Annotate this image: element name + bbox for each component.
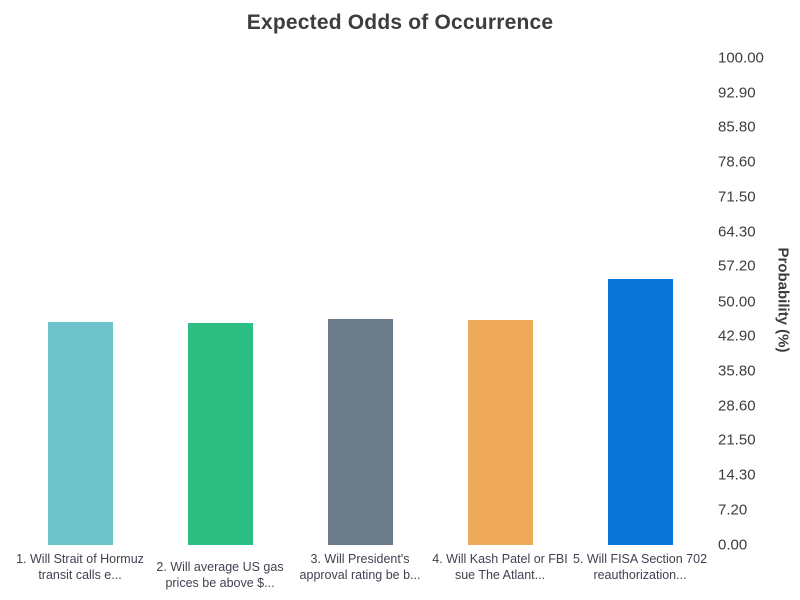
- bar-3[interactable]: [327, 319, 393, 545]
- y-tick-label: 28.60: [718, 397, 756, 415]
- y-tick-label: 7.20: [718, 501, 748, 519]
- x-tick-label-line: reauthorization...: [593, 568, 687, 582]
- x-tick-label-3: 3. Will President's approval rating be b.…: [300, 551, 421, 583]
- x-tick-label-4: 4. Will Kash Patel or FBI sue The Atlant.…: [432, 551, 567, 583]
- y-tick-label: 85.80: [718, 118, 756, 136]
- y-tick-label: 57.20: [718, 257, 756, 275]
- y-tick-label: 71.50: [718, 188, 756, 206]
- x-tick-label-line: prices be above $...: [165, 576, 275, 590]
- x-tick-label-1: 1. Will Strait of Hormuz transit calls e.…: [16, 551, 144, 583]
- bar-5[interactable]: [607, 278, 673, 545]
- y-tick-label: 42.90: [718, 327, 756, 345]
- x-tick-label-line: 4. Will Kash Patel or FBI: [432, 552, 568, 566]
- x-tick-label-line: approval rating be b...: [299, 568, 421, 582]
- x-tick-label-2: 2. Will average US gas prices be above $.…: [156, 559, 283, 591]
- bar-1[interactable]: [47, 322, 113, 545]
- y-tick-label: 92.90: [718, 84, 756, 102]
- x-tick-label-line: 2. Will average US gas: [156, 560, 284, 574]
- y-tick-label: 100.00: [718, 49, 764, 67]
- y-tick-label: 78.60: [718, 153, 756, 171]
- y-axis-title: Probability (%): [774, 247, 792, 353]
- y-tick-label: 14.30: [718, 466, 756, 484]
- x-tick-label-line: 5. Will FISA Section 702: [572, 552, 708, 566]
- bar-2[interactable]: [187, 323, 253, 545]
- x-tick-label-line: 3. Will President's: [310, 552, 410, 566]
- x-tick-label-line: transit calls e...: [38, 568, 122, 582]
- x-tick-label-line: 1. Will Strait of Hormuz: [16, 552, 144, 566]
- bar-4[interactable]: [467, 320, 533, 545]
- y-tick-label: 21.50: [718, 431, 756, 449]
- x-tick-label-5: 5. Will FISA Section 702 reauthorization.…: [573, 551, 707, 583]
- chart-title: Expected Odds of Occurrence: [246, 11, 554, 34]
- y-tick-label: 35.80: [718, 362, 756, 380]
- y-tick-label: 50.00: [718, 293, 756, 310]
- y-tick-label: 0.00: [718, 536, 748, 554]
- y-tick-label: 64.30: [718, 223, 756, 241]
- x-tick-label-line: sue The Atlant...: [454, 568, 546, 582]
